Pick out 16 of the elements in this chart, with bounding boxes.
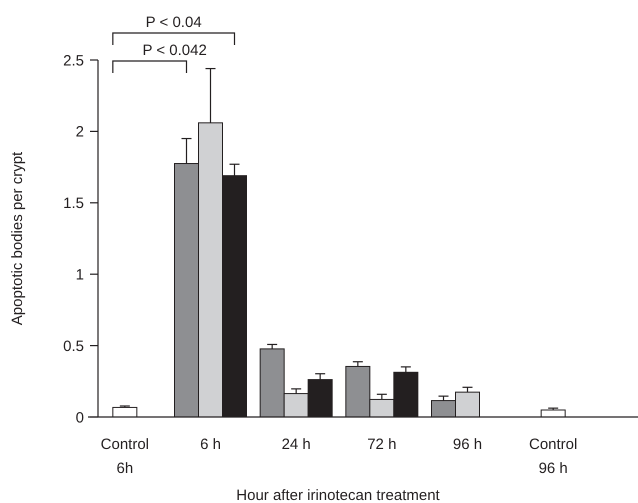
text: P < 0.04 [146, 14, 202, 31]
x-tick-label: 24 h [282, 436, 311, 453]
x-tick-label: Control 6h [100, 436, 150, 477]
text: P < 0.042 [142, 42, 207, 59]
y-tick-label: 1 [76, 266, 84, 284]
y-tick-label: 0 [76, 409, 84, 426]
y-tick-label: 2.5 [63, 52, 84, 70]
x-axis-title: Hour after irinotecan treatment [236, 487, 441, 503]
y-axis-title: Apoptotic bodies per crypt [9, 150, 26, 326]
y-tick-label: 1.5 [63, 195, 84, 212]
x-tick-label: Control 96 h [528, 436, 578, 477]
x-tick-label: 6 h [200, 436, 221, 453]
x-tick-label: 96 h [452, 436, 482, 453]
x-tick-label: 72 h [367, 436, 396, 453]
y-tick-label: 0.5 [63, 338, 84, 355]
y-tick-label: 2 [76, 124, 84, 141]
